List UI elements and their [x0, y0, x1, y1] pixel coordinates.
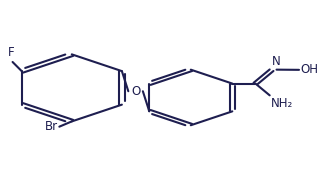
Text: Br: Br	[44, 120, 58, 133]
Text: NH₂: NH₂	[271, 97, 293, 110]
Text: OH: OH	[300, 63, 318, 76]
Text: O: O	[131, 85, 140, 98]
Text: F: F	[8, 46, 14, 59]
Text: N: N	[272, 55, 281, 68]
